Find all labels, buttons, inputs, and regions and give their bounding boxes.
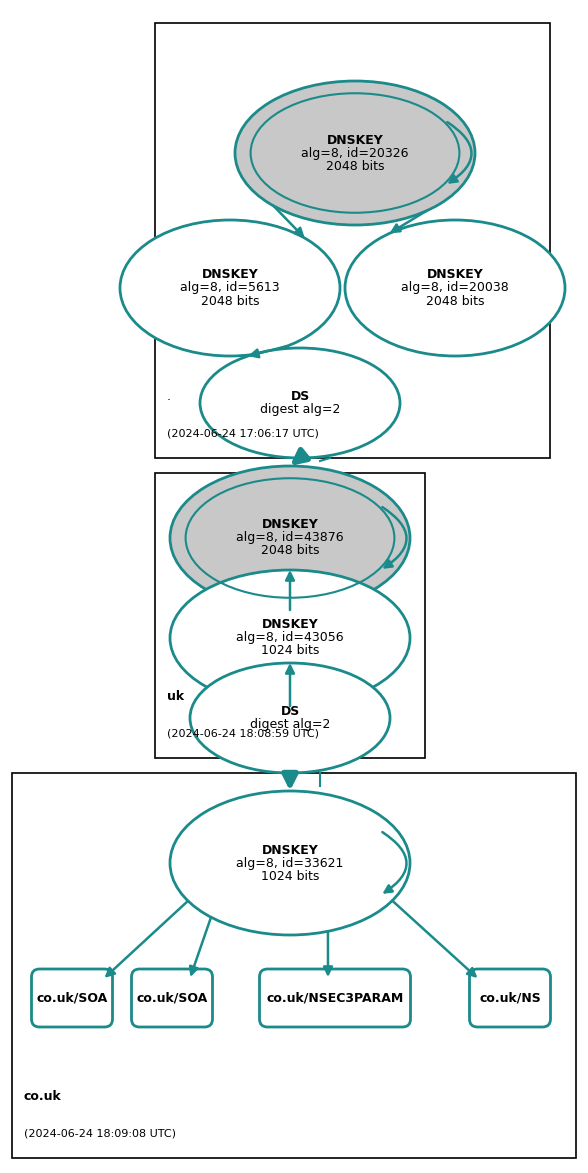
Text: co.uk/SOA: co.uk/SOA bbox=[136, 991, 208, 1004]
Text: 1024 bits: 1024 bits bbox=[261, 644, 319, 658]
Text: digest alg=2: digest alg=2 bbox=[250, 718, 330, 731]
Text: 1024 bits: 1024 bits bbox=[261, 869, 319, 882]
Ellipse shape bbox=[345, 221, 565, 355]
FancyBboxPatch shape bbox=[469, 969, 550, 1028]
Text: DNSKEY: DNSKEY bbox=[326, 134, 383, 147]
Text: (2024-06-24 17:06:17 UTC): (2024-06-24 17:06:17 UTC) bbox=[167, 428, 319, 438]
Text: DNSKEY: DNSKEY bbox=[427, 269, 483, 282]
Text: digest alg=2: digest alg=2 bbox=[260, 404, 340, 416]
Text: uk: uk bbox=[167, 690, 184, 703]
FancyArrowPatch shape bbox=[447, 122, 472, 182]
FancyArrowPatch shape bbox=[382, 832, 406, 893]
Text: alg=8, id=33621: alg=8, id=33621 bbox=[236, 856, 344, 869]
Text: alg=8, id=43056: alg=8, id=43056 bbox=[236, 631, 344, 644]
Text: co.uk/NS: co.uk/NS bbox=[479, 991, 541, 1004]
Ellipse shape bbox=[170, 570, 410, 706]
Text: alg=8, id=5613: alg=8, id=5613 bbox=[180, 282, 280, 294]
Ellipse shape bbox=[190, 663, 390, 773]
Text: alg=8, id=43876: alg=8, id=43876 bbox=[236, 531, 344, 544]
Text: DNSKEY: DNSKEY bbox=[262, 843, 318, 856]
Text: DS: DS bbox=[280, 705, 300, 718]
Bar bbox=[155, 23, 550, 457]
Text: co.uk/SOA: co.uk/SOA bbox=[36, 991, 108, 1004]
Ellipse shape bbox=[170, 791, 410, 935]
Text: DNSKEY: DNSKEY bbox=[262, 518, 318, 531]
Ellipse shape bbox=[170, 466, 410, 610]
Text: 2048 bits: 2048 bits bbox=[326, 160, 384, 172]
Text: 2048 bits: 2048 bits bbox=[201, 294, 259, 307]
Text: alg=8, id=20038: alg=8, id=20038 bbox=[401, 282, 509, 294]
FancyArrowPatch shape bbox=[382, 507, 406, 568]
Ellipse shape bbox=[235, 81, 475, 225]
FancyBboxPatch shape bbox=[132, 969, 212, 1028]
Text: DS: DS bbox=[290, 389, 310, 404]
Text: 2048 bits: 2048 bits bbox=[426, 294, 485, 307]
Text: alg=8, id=20326: alg=8, id=20326 bbox=[301, 147, 409, 160]
FancyBboxPatch shape bbox=[32, 969, 112, 1028]
Ellipse shape bbox=[120, 221, 340, 355]
Text: co.uk/NSEC3PARAM: co.uk/NSEC3PARAM bbox=[266, 991, 403, 1004]
Text: 2048 bits: 2048 bits bbox=[260, 544, 319, 557]
FancyBboxPatch shape bbox=[259, 969, 410, 1028]
Text: (2024-06-24 18:09:08 UTC): (2024-06-24 18:09:08 UTC) bbox=[24, 1128, 176, 1138]
Text: (2024-06-24 18:08:59 UTC): (2024-06-24 18:08:59 UTC) bbox=[167, 728, 319, 738]
Bar bbox=[12, 773, 576, 1158]
Text: co.uk: co.uk bbox=[24, 1090, 62, 1103]
Bar bbox=[155, 473, 425, 758]
Ellipse shape bbox=[200, 348, 400, 457]
Text: DNSKEY: DNSKEY bbox=[202, 269, 258, 282]
Text: DNSKEY: DNSKEY bbox=[262, 618, 318, 631]
Text: .: . bbox=[167, 389, 171, 404]
